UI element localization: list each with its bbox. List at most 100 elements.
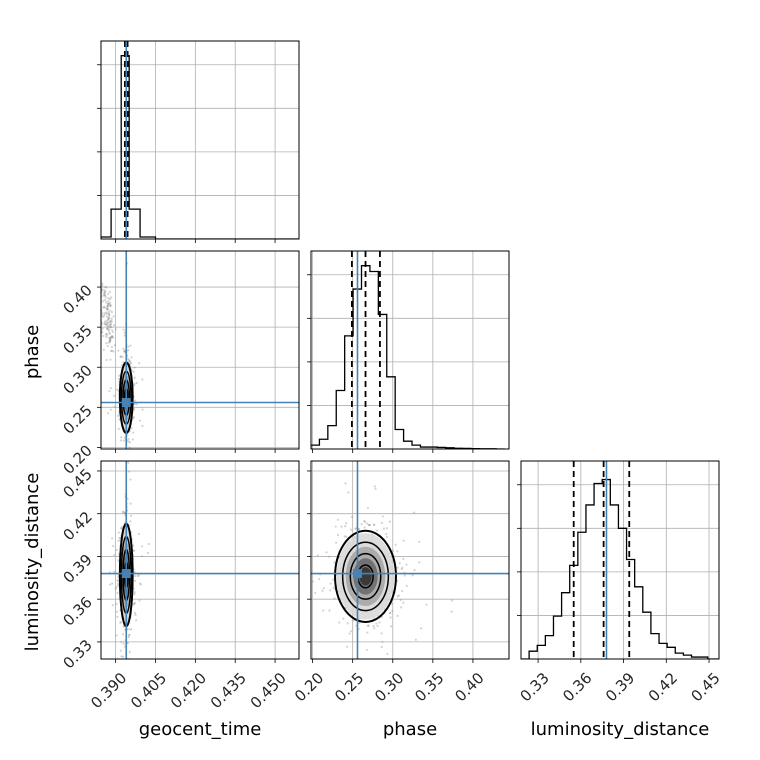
scatter-point <box>381 640 384 644</box>
scatter-point <box>127 438 130 441</box>
y-tick-label-phase: 0.30 <box>59 361 95 397</box>
panel-frame <box>310 460 510 660</box>
scatter-point <box>334 541 338 544</box>
y-tick-label-luminosity_distance: 0.36 <box>59 593 95 629</box>
scatter-point <box>107 321 110 324</box>
scatter-point <box>128 633 131 636</box>
scatter-point <box>112 394 116 397</box>
scatter-point <box>130 628 133 631</box>
scatter-point <box>329 582 332 585</box>
scatter-point <box>123 350 126 353</box>
scatter-point <box>106 302 110 305</box>
scatter-point <box>140 555 144 558</box>
scatter-point <box>102 306 105 309</box>
scatter-point <box>124 455 126 457</box>
scatter-point <box>111 336 115 339</box>
scatter-point <box>109 358 112 361</box>
scatter-point <box>388 612 392 615</box>
scatter-point <box>380 645 383 649</box>
scatter-point <box>98 295 100 297</box>
scatter-point <box>399 598 402 602</box>
scatter-point <box>374 487 377 490</box>
scatter-point <box>346 622 349 625</box>
scatter-point <box>373 627 376 630</box>
scatter-point <box>109 301 112 304</box>
scatter-point <box>348 632 351 635</box>
y-tick-label-luminosity_distance: 0.42 <box>59 508 95 544</box>
scatter-point <box>340 525 343 528</box>
scatter-point <box>98 297 100 299</box>
scatter-point <box>107 302 111 306</box>
scatter-point <box>118 536 121 539</box>
scatter-point <box>115 610 118 613</box>
scatter-point <box>349 528 353 531</box>
scatter-point <box>119 355 122 358</box>
scatter-point <box>321 589 324 592</box>
scatter-point <box>121 511 124 514</box>
scatter-point <box>101 327 104 330</box>
scatter-point <box>117 349 120 352</box>
scatter-point <box>109 337 112 340</box>
scatter-point <box>104 299 107 302</box>
scatter-point <box>366 624 369 627</box>
scatter-point <box>110 296 113 299</box>
scatter-point <box>123 334 126 337</box>
scatter-point <box>106 307 109 311</box>
scatter-point <box>120 655 123 658</box>
panel-content <box>521 461 719 659</box>
x-tick-label-phase: 0.35 <box>411 669 447 705</box>
scatter-point <box>344 525 347 528</box>
scatter-point <box>336 518 339 521</box>
scatter-point <box>373 523 376 526</box>
scatter-point <box>343 535 346 538</box>
scatter-point <box>107 325 110 328</box>
panel-frame <box>100 460 300 660</box>
scatter-point <box>133 591 136 594</box>
scatter-point <box>113 553 116 557</box>
scatter-point <box>354 527 357 530</box>
scatter-point <box>104 323 107 326</box>
scatter-point <box>105 334 109 337</box>
scatter-point <box>332 586 335 589</box>
scatter-point <box>107 297 110 300</box>
scatter-point <box>106 321 109 324</box>
scatter-point <box>372 523 376 526</box>
scatter-point <box>378 621 381 624</box>
scatter-point <box>109 349 113 353</box>
scatter-point <box>138 599 141 602</box>
scatter-point <box>111 330 115 334</box>
scatter-point <box>105 323 109 326</box>
scatter-point <box>366 506 370 510</box>
scatter-point <box>334 525 337 528</box>
scatter-point <box>102 348 105 351</box>
scatter-point <box>134 613 137 616</box>
scatter-point <box>391 609 394 613</box>
panels: 0.200.250.300.350.400.3900.4050.4200.435… <box>59 40 724 712</box>
scatter-point <box>322 609 325 612</box>
scatter-point <box>108 323 111 326</box>
scatter-point <box>381 515 384 518</box>
scatter-point <box>116 414 120 417</box>
scatter-point <box>130 427 133 430</box>
scatter-point <box>123 331 126 334</box>
scatter-point <box>425 603 428 606</box>
xlabel-geocent-time: geocent_time <box>139 719 262 740</box>
scatter-point <box>119 649 122 652</box>
scatter-point <box>103 321 106 324</box>
scatter-point <box>108 390 111 393</box>
scatter-point <box>401 589 404 593</box>
truth-marker <box>352 569 362 579</box>
scatter-point <box>138 362 141 365</box>
scatter-point <box>120 436 123 439</box>
scatter-point <box>130 356 133 359</box>
x-tick-label-luminosity_distance: 0.36 <box>559 669 595 705</box>
scatter-point <box>127 636 130 639</box>
scatter-point <box>110 345 114 349</box>
scatter-point <box>109 583 112 586</box>
scatter-point <box>106 327 109 331</box>
scatter-point <box>141 424 144 428</box>
y-tick-label-luminosity_distance: 0.39 <box>59 551 95 587</box>
scatter-point <box>141 378 144 381</box>
scatter-point <box>117 427 120 430</box>
